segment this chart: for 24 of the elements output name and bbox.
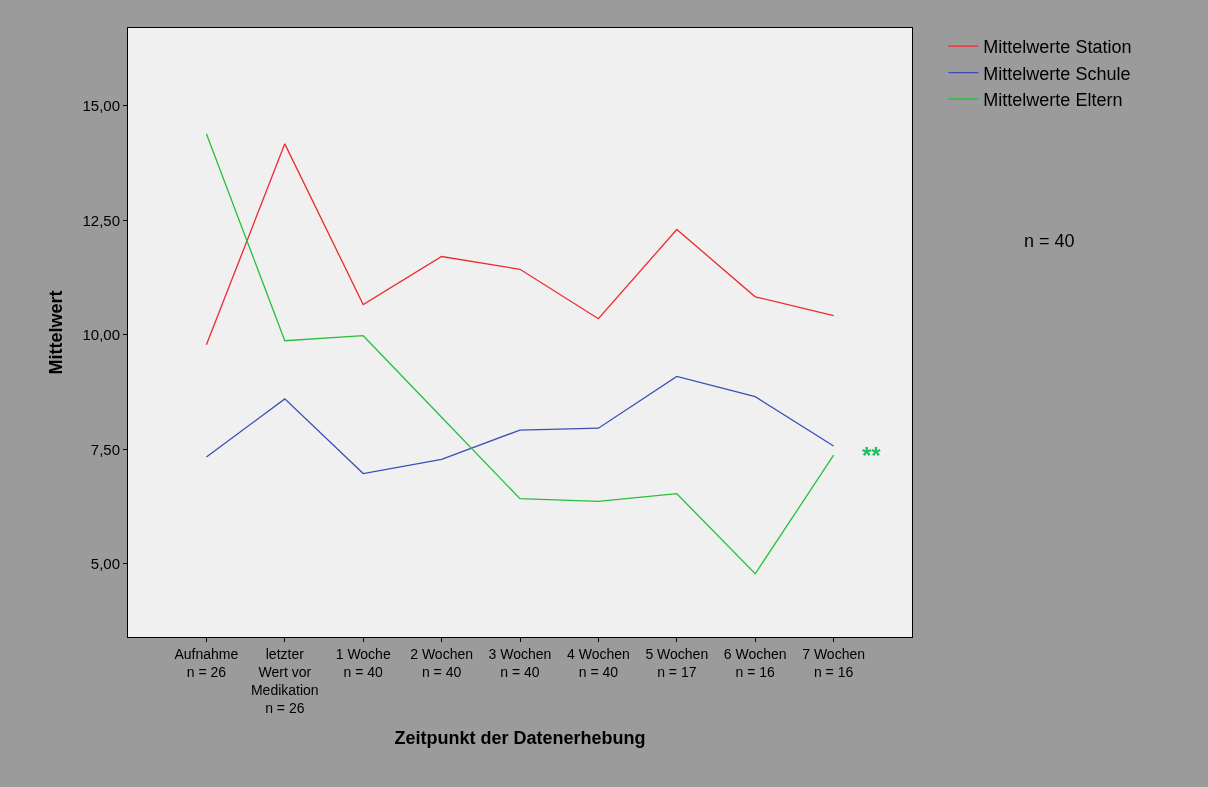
x-tick-label: 6 Wochen n = 16 [723,645,787,680]
line-series [205,143,835,346]
y-tick-label: 10,00 [82,326,120,344]
x-tick-label: 5 Wochen n = 17 [645,645,709,680]
x-tick-label: 7 Wochen n = 16 [802,645,865,680]
x-axis-title: Zeitpunkt der Datenerhebung [394,727,646,748]
line-series [205,133,835,575]
x-tick-label: 2 Wochen n = 40 [410,645,473,680]
text: n = 40 [1024,231,1075,251]
y-tick-label: 15,00 [82,97,120,115]
annotation: ** [862,442,882,469]
legend-label: Mittelwerte Schule [983,63,1131,84]
legend-label: Mittelwerte Station [983,37,1132,58]
x-tick-label: 3 Wochen n = 40 [488,645,552,680]
y-tick-label: 7,50 [90,440,120,458]
y-axis-title: Mittelwert [45,290,66,375]
line-series [205,375,835,475]
y-tick-label: 5,00 [90,554,120,572]
x-tick-label: letzter Wert vor Medikation n = 26 [250,645,319,717]
x-tick-label: 4 Wochen n = 40 [567,645,630,680]
x-tick-label: Aufnahme n = 26 [174,645,239,680]
y-tick-label: 12,50 [82,211,120,229]
legend-label: Mittelwerte Eltern [983,90,1123,111]
x-tick-label: 1 Woche n = 40 [335,645,391,680]
